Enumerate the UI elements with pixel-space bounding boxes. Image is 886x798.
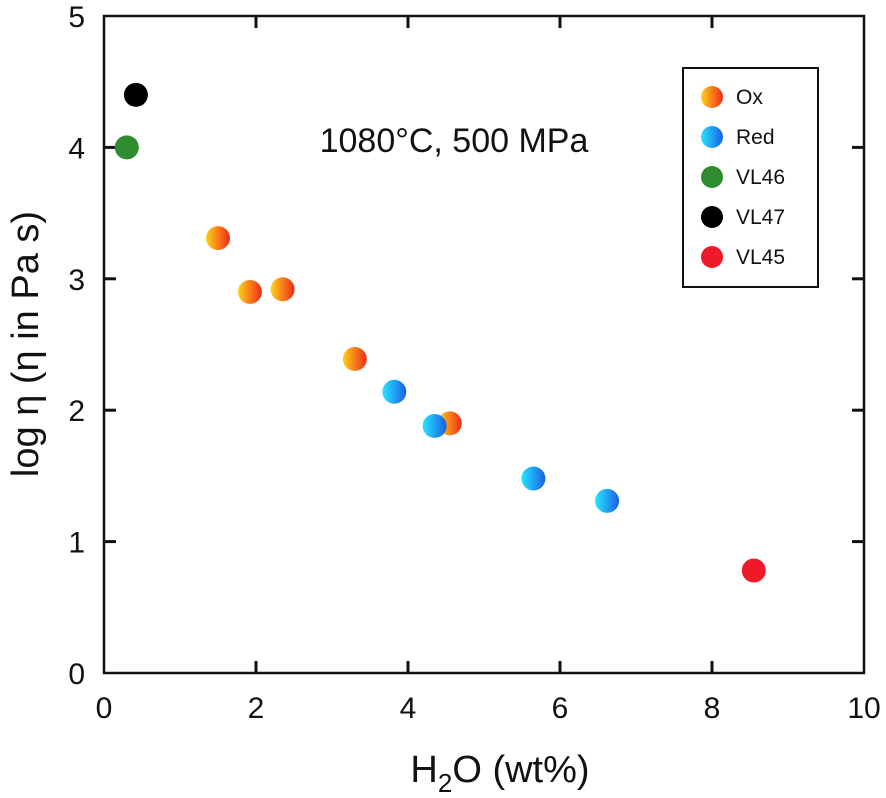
data-point-ox [270,277,295,302]
data-point-vl47 [123,82,148,107]
data-point-red [382,379,407,404]
x-tick-label: 0 [96,692,113,725]
x-tick-label: 8 [704,692,721,725]
x-axis-title: H2O (wt%) [410,749,589,798]
plot-frame [102,14,866,675]
legend-marker-vl46 [701,166,723,188]
data-point-vl45 [741,558,766,583]
y-tick-label: 4 [68,132,85,165]
legend-label: VL46 [736,166,785,189]
data-point-vl46 [114,135,139,160]
x-tick-label: 2 [248,692,265,725]
data-point-red [422,413,447,438]
y-tick-label: 0 [68,658,85,691]
data-point-ox [206,226,230,251]
x-tick-label: 6 [552,692,569,725]
legend-marker-vl45 [701,246,723,268]
legend-label: Ox [736,86,763,109]
axis-ticks: 0 2 4 6 8 10 0 1 2 3 4 5 [68,1,880,725]
y-tick-label: 2 [68,395,85,428]
y-axis-title: log η (η in Pa s) [5,211,47,477]
y-tick-label: 5 [68,1,85,34]
legend-label: VL45 [736,246,785,269]
chart-annotation: 1080°C, 500 MPa [320,122,589,160]
data-points [114,82,766,583]
legend-label: Red [736,126,775,149]
x-tick-label: 4 [400,692,417,725]
legend-marker-red [701,126,723,148]
data-point-ox [342,346,367,371]
data-point-red [521,466,546,491]
data-point-ox [237,279,262,304]
x-axis-title-base: H [410,749,437,791]
x-axis-title-rest: O (wt%) [452,749,589,791]
legend-marker-vl47 [701,206,723,228]
y-tick-label: 3 [68,264,85,297]
legend-items: Ox Red VL46 VL47 VL45 [701,86,785,269]
legend-marker-ox [701,86,723,108]
data-point-red [595,488,620,513]
x-axis-title-sub: 2 [438,768,452,798]
legend-label: VL47 [736,206,785,229]
y-tick-label: 1 [68,527,85,560]
legend: Ox Red VL46 VL47 VL45 [682,67,819,288]
x-tick-label: 10 [847,692,880,725]
